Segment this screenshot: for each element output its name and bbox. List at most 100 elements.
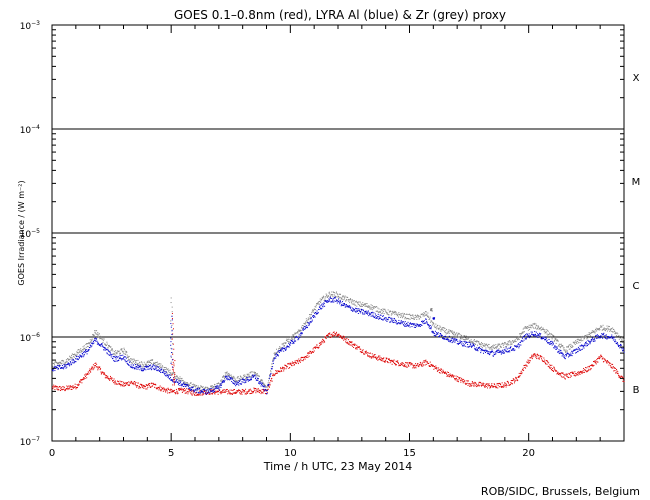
data-point — [457, 381, 459, 383]
data-point — [60, 388, 62, 390]
data-point — [65, 388, 67, 390]
data-point — [531, 355, 533, 357]
data-point — [67, 358, 69, 360]
data-point — [549, 335, 551, 337]
data-point — [128, 381, 130, 383]
data-point — [582, 344, 584, 346]
data-point — [80, 356, 82, 358]
data-point — [424, 318, 426, 320]
data-point — [93, 339, 95, 341]
data-point — [279, 346, 281, 348]
data-point — [554, 339, 556, 341]
data-point — [191, 390, 193, 392]
data-point — [621, 339, 623, 341]
data-point — [350, 344, 352, 346]
data-point — [247, 376, 249, 378]
data-point — [486, 383, 488, 385]
data-point — [86, 377, 88, 379]
data-point — [603, 361, 605, 363]
spike-point — [174, 375, 176, 377]
data-point — [67, 363, 69, 365]
data-point — [173, 372, 175, 374]
data-point — [587, 366, 589, 368]
data-point — [513, 350, 515, 352]
data-point — [169, 388, 171, 390]
data-point — [587, 339, 589, 341]
data-point — [500, 385, 502, 387]
data-point — [578, 349, 580, 351]
data-point — [301, 333, 303, 335]
data-point — [161, 368, 163, 370]
data-point — [496, 351, 498, 353]
data-point — [271, 368, 273, 370]
data-point — [368, 356, 370, 358]
data-point — [452, 374, 454, 376]
data-point — [434, 367, 436, 369]
data-point — [450, 329, 452, 331]
data-point — [214, 388, 216, 390]
spike-point — [172, 361, 174, 363]
data-point — [374, 313, 376, 315]
data-point — [579, 349, 581, 351]
data-point — [234, 392, 236, 394]
data-point — [618, 376, 620, 378]
data-point — [457, 332, 459, 334]
data-point — [486, 383, 488, 385]
data-point — [502, 351, 504, 353]
data-point — [159, 386, 161, 388]
data-point — [334, 332, 336, 334]
data-point — [551, 364, 553, 366]
data-point — [171, 379, 173, 381]
data-point — [236, 381, 238, 383]
data-point — [303, 325, 305, 327]
data-point — [615, 341, 617, 343]
data-point — [258, 391, 260, 393]
data-point — [52, 366, 54, 368]
data-point — [303, 356, 305, 358]
data-point — [530, 331, 532, 333]
data-point — [614, 370, 616, 372]
data-point — [162, 370, 164, 372]
data-point — [540, 329, 542, 331]
data-point — [326, 301, 328, 303]
data-point — [166, 369, 168, 371]
data-point — [234, 379, 236, 381]
data-point — [595, 327, 597, 329]
data-point — [78, 355, 80, 357]
data-point — [342, 299, 344, 301]
data-point — [466, 338, 468, 340]
data-point — [394, 363, 396, 365]
data-point — [404, 366, 406, 368]
data-point — [488, 348, 490, 350]
data-point — [137, 359, 139, 361]
data-point — [268, 377, 270, 379]
data-point — [537, 357, 539, 359]
data-point — [496, 387, 498, 389]
data-point — [302, 356, 304, 358]
data-point — [551, 344, 553, 346]
data-point — [406, 366, 408, 368]
data-point — [401, 313, 403, 315]
data-point — [163, 387, 165, 389]
data-point — [76, 353, 78, 355]
data-point — [526, 365, 528, 367]
data-point — [135, 384, 137, 386]
data-point — [598, 357, 600, 359]
data-point — [475, 341, 477, 343]
data-point — [534, 327, 536, 329]
data-point — [360, 348, 362, 350]
data-point — [421, 320, 423, 322]
data-point — [538, 334, 540, 336]
data-point — [90, 369, 92, 371]
data-point — [599, 357, 601, 359]
credit-text: ROB/SIDC, Brussels, Belgium — [481, 485, 640, 498]
data-point — [183, 390, 185, 392]
data-point — [83, 347, 85, 349]
data-point — [609, 362, 611, 364]
data-point — [55, 366, 57, 368]
data-point — [167, 392, 169, 394]
data-point — [190, 393, 192, 395]
data-point — [184, 392, 186, 394]
data-point — [459, 377, 461, 379]
data-point — [284, 343, 286, 345]
